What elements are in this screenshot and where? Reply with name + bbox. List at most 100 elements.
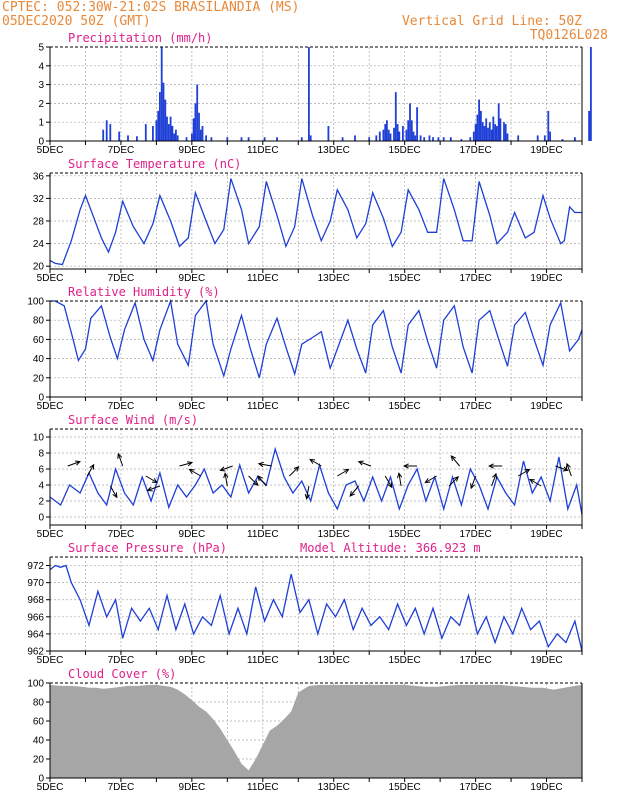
precipitation-bar — [474, 124, 477, 141]
precipitation-bar — [201, 126, 204, 141]
surface-wind-xtick-label: 19DEC — [530, 529, 562, 540]
precipitation-bar — [327, 126, 330, 141]
cloud-cover-panel: Cloud Cover (%) 0 20 40 60 80 100 5DEC 7DEC 9DEC 1… — [27, 667, 583, 793]
surface-wind-ytick-label: 4 — [38, 481, 44, 492]
relative-humidity-ytick-label: 20 — [33, 373, 45, 384]
surface-pressure-panel: Surface Pressure (hPa) Model Altitude: 36… — [27, 541, 583, 666]
precipitation-bar — [410, 120, 413, 141]
wind-arrow-head — [219, 466, 226, 472]
relative-humidity-xtick-label: 7DEC — [108, 401, 135, 412]
wind-arrow — [529, 479, 542, 487]
precipitation-bar — [490, 129, 493, 141]
wind-arrow — [289, 466, 299, 477]
cloud-cover-xtick-label: 19DEC — [530, 782, 562, 793]
wind-arrow — [425, 475, 437, 483]
precipitation-ytick-label: 3 — [38, 80, 44, 91]
precipitation-bar — [398, 131, 401, 141]
wind-arrow — [179, 462, 193, 467]
precipitation-bar — [368, 137, 371, 141]
cloud-cover-xtick-label: 17DEC — [459, 782, 491, 793]
surface-pressure-ytick-label: 968 — [27, 595, 44, 606]
precipitation-bar — [387, 129, 390, 141]
surface-temperature-ytick-label: 24 — [33, 239, 45, 250]
cloud-cover-xtick-label: 13DEC — [318, 782, 350, 793]
precipitation-bar — [494, 124, 496, 141]
surface-temperature-title: Surface Temperature (nC) — [68, 157, 241, 171]
precipitation-bar — [166, 116, 168, 141]
surface-temperature-ytick-label: 32 — [33, 194, 45, 205]
surface-pressure-ytick-label: 966 — [27, 612, 44, 623]
precipitation-bar — [199, 129, 202, 141]
precipitation-bar — [393, 127, 395, 141]
precipitation-bar — [162, 82, 165, 141]
precipitation-bar — [481, 122, 484, 141]
precipitation-bar — [412, 131, 415, 141]
wind-arrow-head — [387, 482, 393, 489]
precipitation-bar — [416, 107, 418, 141]
relative-humidity-xtick-label: 11DEC — [247, 401, 279, 412]
cloud-cover-xtick-label: 11DEC — [247, 782, 279, 793]
wind-arrow-head — [402, 463, 409, 469]
model-id: TQ0126L028 — [529, 28, 608, 43]
precipitation-bar — [547, 110, 550, 141]
wind-arrow — [566, 463, 572, 477]
precipitation-ytick-label: 0 — [38, 137, 44, 148]
precipitation-bar — [191, 133, 193, 141]
surface-pressure-xtick-label: 15DEC — [389, 655, 421, 666]
wind-arrow-head — [492, 472, 497, 479]
precipitation-bar — [159, 92, 161, 141]
precipitation-bar — [144, 124, 147, 141]
precipitation-bar — [382, 129, 385, 141]
precipitation-bar — [167, 124, 170, 141]
precipitation-bar — [375, 135, 378, 141]
precipitation-ytick-label: 1 — [38, 118, 44, 129]
precipitation-xtick-label: 5DEC — [37, 145, 64, 156]
relative-humidity-line — [50, 298, 583, 379]
cloud-cover-ytick-label: 80 — [33, 698, 45, 709]
relative-humidity-xtick-label: 15DEC — [389, 401, 421, 412]
precipitation-bar — [164, 99, 167, 141]
wind-arrow-head — [565, 462, 571, 469]
surface-wind-ytick-label: 0 — [38, 513, 44, 524]
precipitation-bar — [499, 118, 502, 141]
surface-pressure-annotation: Model Altitude: 366.923 m — [300, 541, 481, 555]
wind-arrow — [258, 463, 272, 467]
surface-pressure-xtick-label: 7DEC — [108, 655, 135, 666]
page-header: CPTEC: 052:30W-21:02S BRASILANDIA (MS) 0… — [0, 0, 618, 45]
precipitation-bar — [419, 135, 422, 141]
precipitation-bar — [309, 135, 312, 141]
precipitation-bar — [263, 137, 266, 141]
precipitation-bar — [127, 135, 129, 141]
relative-humidity-ytick-label: 40 — [33, 354, 45, 365]
wind-arrow-head — [74, 460, 81, 466]
precipitation-bar — [549, 131, 551, 141]
surface-temperature-ytick-label: 36 — [33, 171, 45, 182]
surface-pressure-title: Surface Pressure (hPa) — [68, 541, 227, 555]
precipitation-bar — [487, 127, 489, 141]
surface-wind-panel: Surface Wind (m/s) 0 2 4 6 8 10 5DEC 7DEC 9DEC 11D… — [33, 413, 583, 540]
precipitation-bar — [409, 103, 411, 141]
precipitation-bar — [102, 129, 105, 141]
precipitation-ytick-label: 5 — [38, 43, 44, 54]
precipitation-bar — [506, 133, 509, 141]
precipitation-bar — [171, 126, 174, 141]
wind-arrow-head — [304, 493, 311, 500]
wind-arrow-head — [453, 475, 460, 482]
precipitation-bar — [276, 137, 278, 141]
precipitation-bar — [460, 139, 463, 141]
surface-temperature-xtick-label: 13DEC — [318, 273, 350, 284]
precipitation-bar — [226, 137, 229, 141]
wind-arrow — [248, 475, 259, 486]
surface-wind-ytick-label: 2 — [38, 497, 44, 508]
relative-humidity-xtick-label: 5DEC — [37, 401, 64, 412]
surface-temperature-xtick-label: 7DEC — [108, 273, 135, 284]
wind-arrow-head — [488, 463, 494, 469]
relative-humidity-ytick-label: 80 — [33, 316, 45, 327]
wind-arrow — [224, 473, 228, 487]
relative-humidity-xtick-label: 19DEC — [530, 401, 562, 412]
precipitation-bar — [478, 99, 480, 141]
relative-humidity-ytick-label: 60 — [33, 335, 45, 346]
wind-arrow-head — [293, 465, 300, 472]
wind-arrow-head — [187, 461, 194, 467]
surface-wind-line — [49, 446, 583, 515]
